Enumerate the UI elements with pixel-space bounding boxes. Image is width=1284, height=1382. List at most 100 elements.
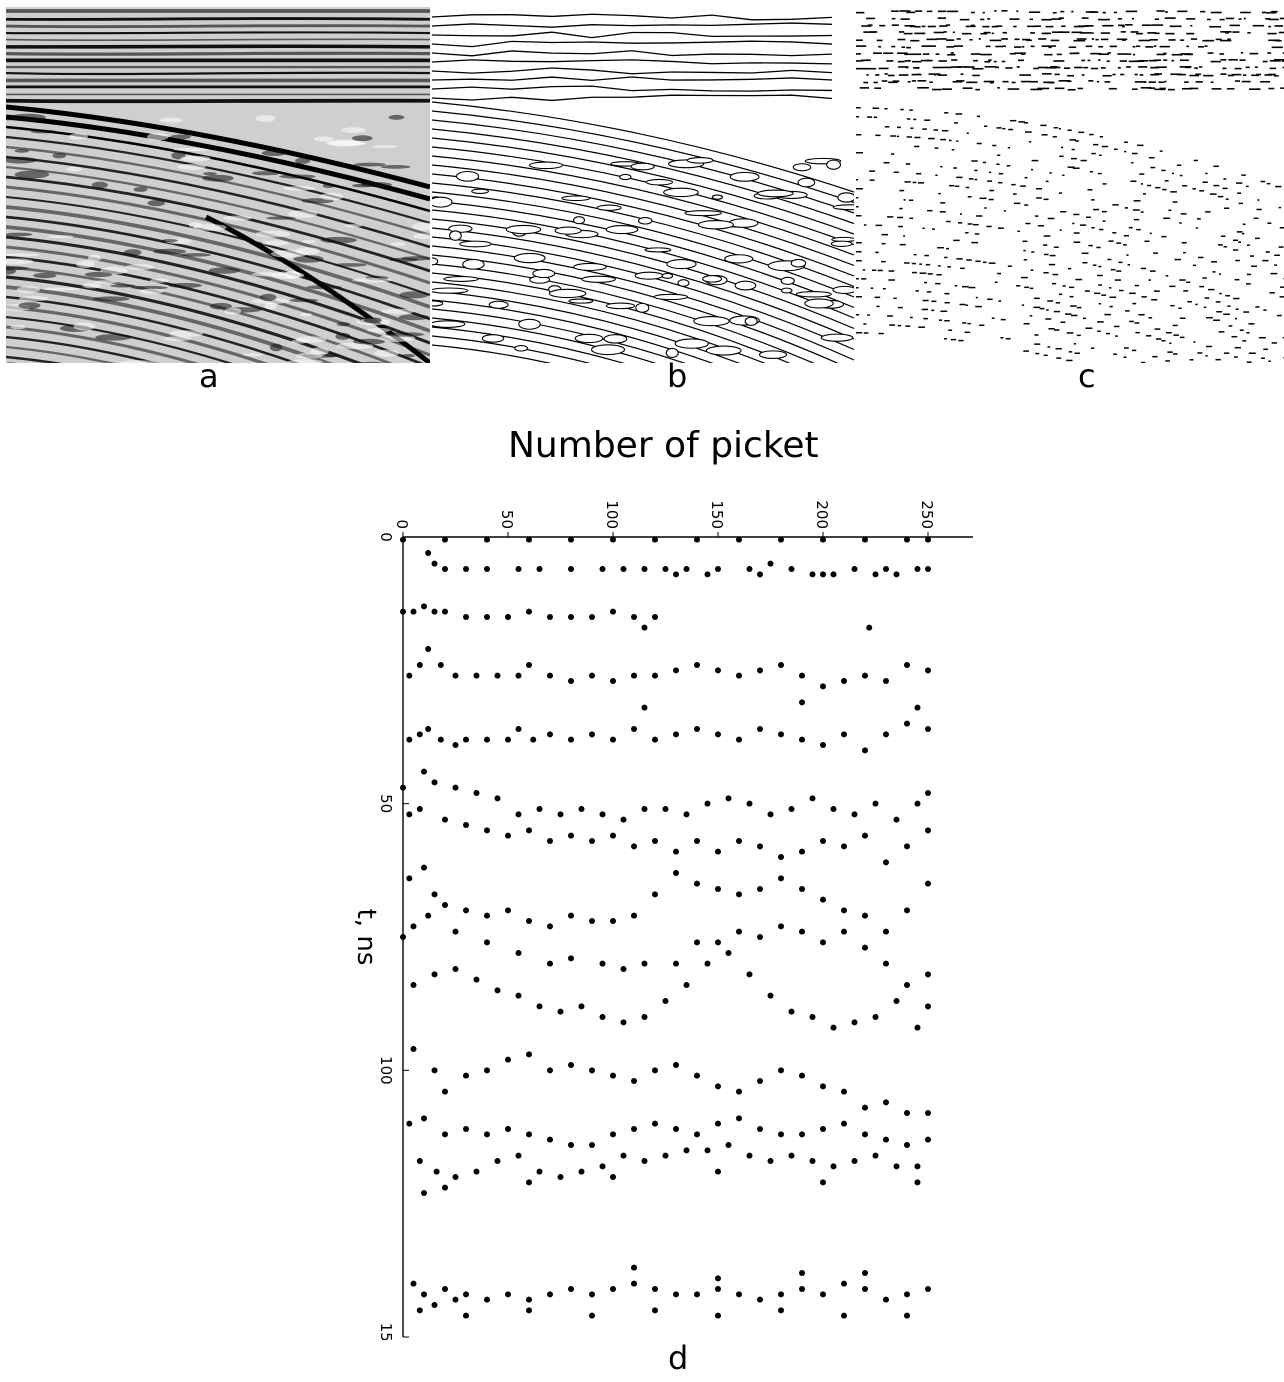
pick-dash (906, 46, 911, 49)
pick-dash (941, 129, 949, 132)
pick-dash (971, 160, 978, 162)
data-point (599, 1163, 606, 1170)
pick-dash (1265, 251, 1270, 253)
pick-dash (1053, 126, 1058, 129)
data-point (757, 1296, 763, 1303)
data-point (757, 934, 763, 940)
data-point (425, 646, 432, 652)
contour-loop (666, 259, 697, 270)
data-point (694, 939, 700, 946)
pick-dash (1138, 39, 1151, 42)
data-point (406, 875, 413, 882)
data-point (799, 1072, 805, 1079)
pick-dash (1001, 10, 1008, 12)
contour-loop (645, 178, 674, 186)
pick-dash (1280, 87, 1284, 89)
pick-dash (906, 136, 912, 138)
pick-dash (1269, 292, 1275, 294)
pick-dash (1235, 80, 1240, 82)
x-tick-label: 50 (498, 510, 516, 529)
data-point (925, 880, 931, 887)
pick-dash (976, 142, 982, 145)
contour-line (432, 76, 833, 82)
texture-blob (33, 272, 57, 279)
pick-dash (983, 80, 995, 83)
pick-dash (875, 74, 880, 76)
pick-dash (1017, 230, 1020, 233)
pick-dash (1005, 67, 1013, 69)
pick-dash (872, 107, 879, 109)
contour-loop (518, 318, 541, 330)
pick-dash (1199, 190, 1205, 192)
data-point (694, 662, 700, 668)
data-point (914, 1024, 921, 1031)
pick-dash (1148, 156, 1155, 159)
pick-dash (968, 286, 976, 289)
contour-loop (734, 280, 757, 291)
data-point (883, 678, 889, 684)
texture-blob (6, 232, 33, 237)
pick-dash (954, 285, 958, 287)
pick-dash (1073, 39, 1086, 42)
pick-dash (965, 25, 976, 28)
pick-dash (1049, 254, 1056, 257)
pick-dash (948, 329, 953, 332)
pick-dash (1087, 59, 1091, 62)
pick-dash (856, 260, 862, 262)
pick-dash (976, 115, 981, 118)
contour-loop (729, 171, 760, 182)
texture-blob (333, 263, 367, 267)
pick-dash (898, 66, 909, 68)
data-point (841, 1312, 847, 1319)
texture-blob (6, 362, 17, 363)
pick-dash (1036, 197, 1042, 199)
pick-dash (984, 60, 991, 63)
pick-dash (1260, 180, 1266, 183)
data-point (568, 566, 574, 572)
contour-loop (677, 279, 690, 287)
contour-loop (744, 316, 758, 326)
pick-dash (1237, 192, 1242, 194)
texture-blob (299, 312, 313, 317)
pick-dash (1265, 18, 1271, 20)
data-point (862, 1286, 868, 1292)
pick-dash (1051, 31, 1064, 33)
pick-dash (1235, 259, 1240, 262)
pick-dash (946, 247, 950, 250)
pick-dash (937, 10, 947, 13)
contour-loop (711, 194, 724, 200)
data-point (610, 1072, 616, 1079)
pick-dash (911, 262, 916, 265)
data-point (862, 747, 868, 754)
pick-dash (1112, 232, 1117, 234)
pick-dash (923, 281, 928, 284)
pick-dash (1034, 297, 1040, 300)
pick-dash (916, 67, 919, 69)
pick-dash (856, 107, 861, 109)
data-point (425, 912, 432, 919)
texture-blob (10, 325, 26, 330)
pick-dash (959, 303, 966, 306)
pick-dash (1021, 304, 1025, 306)
pick-dash (1059, 229, 1062, 231)
pick-dash (1252, 24, 1265, 27)
pick-dash (887, 216, 894, 218)
contour-loop (573, 262, 607, 271)
pick-dash (1212, 271, 1216, 273)
texture-blob (251, 171, 281, 176)
data-point (820, 896, 826, 903)
pick-dash (942, 66, 953, 69)
pick-dash (1104, 81, 1111, 83)
pick-dash (1097, 330, 1101, 333)
data-point (641, 1014, 648, 1020)
pick-dash (1031, 251, 1035, 253)
pick-dash (1035, 352, 1040, 355)
pick-dash (937, 74, 947, 76)
contour-line (432, 317, 657, 363)
pick-dash (860, 59, 871, 62)
pick-dash (1168, 209, 1172, 212)
pick-dash (1172, 172, 1175, 175)
pick-dash (908, 59, 911, 62)
texture-blob (42, 287, 80, 291)
pick-dash (1078, 131, 1085, 134)
